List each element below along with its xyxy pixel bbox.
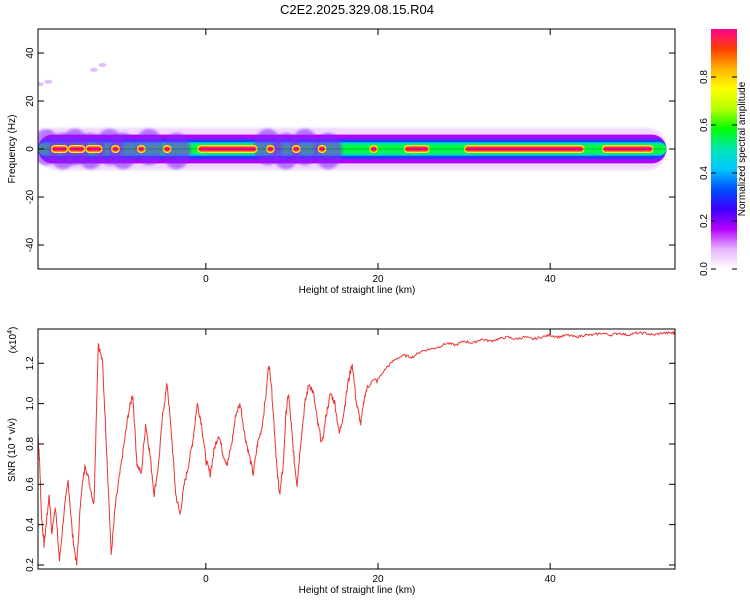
- spectrogram-y-axis-label: Frequency (Hz): [7, 115, 18, 184]
- snr-ytick-label: 0.4: [25, 517, 36, 531]
- chart-title: C2E2.2025.329.08.15.R04: [280, 2, 434, 17]
- snr-ytick-label: 1.0: [25, 396, 36, 410]
- snr-ytick-label: 1.2: [25, 356, 36, 370]
- snr-xtick-label: 20: [372, 574, 384, 585]
- spectrogram-ticks: 0 20 40 40 20 0 -20 -40: [25, 29, 675, 285]
- snr-xtick-label: 0: [203, 574, 209, 585]
- spectrogram-x-axis-label: Height of straight line (km): [299, 285, 416, 296]
- band-blob: [109, 132, 138, 170]
- colorbar-tick-label: 0.8: [699, 70, 710, 84]
- colorbar-fill: [711, 29, 737, 269]
- spectrogram-outlier: [38, 82, 44, 87]
- snr-panel: 0 20 40 0.2 0.4 0.6 0.8 1.0 1.2 Height of straig…: [7, 327, 676, 596]
- spectrogram-outlier: [89, 67, 98, 72]
- colorbar-tick-label: 0.6: [699, 118, 710, 132]
- spectrogram-ytick-label: 0: [25, 146, 36, 152]
- spectrogram-ytick-label: 20: [25, 95, 36, 107]
- snr-frame: [37, 328, 676, 570]
- spectrogram-panel: 0 20 40 40 20 0 -20 -40 Height of straight line…: [7, 28, 676, 296]
- colorbar-ticks: 0.0 0.2 0.4 0.6 0.8: [699, 70, 737, 276]
- snr-y-axis-label: SNR (10 * v/v): [7, 418, 18, 482]
- spectrogram-xtick-label: 0: [203, 274, 209, 285]
- spectrogram-outlier: [98, 63, 107, 67]
- snr-ticks: 0 20 40 0.2 0.4 0.6 0.8 1.0 1.2: [25, 329, 675, 585]
- snr-ytick-label: 0.6: [25, 477, 36, 491]
- colorbar-tick-label: 0.4: [699, 166, 710, 180]
- colorbar: 0.0 0.2 0.4 0.6 0.8 Normalized spectral ampl…: [699, 29, 748, 276]
- spectrogram-ytick-label: -40: [25, 237, 36, 252]
- spectrogram-xtick-label: 40: [545, 274, 557, 285]
- spectrogram-outlier: [44, 79, 53, 84]
- band-blob: [162, 132, 191, 170]
- spectrogram-band: [38, 63, 667, 171]
- spectrogram-xtick-label: 20: [372, 274, 384, 285]
- snr-scale-note: (x104): [7, 327, 19, 354]
- colorbar-tick-label: 0.0: [699, 262, 710, 276]
- snr-line: [38, 330, 675, 566]
- snr-xtick-label: 40: [545, 574, 557, 585]
- snr-ytick-label: 0.2: [25, 558, 36, 572]
- colorbar-tick-label: 0.2: [699, 214, 710, 228]
- snr-x-axis-label: Height of straight line (km): [299, 585, 416, 596]
- colorbar-label: Normalized spectral amplitude: [737, 81, 748, 216]
- band-blob: [314, 132, 343, 170]
- snr-ytick-label: 0.8: [25, 437, 36, 451]
- band-blob: [290, 128, 319, 166]
- band-blob: [135, 128, 164, 166]
- spectrogram-ytick-label: -20: [25, 189, 36, 204]
- spectrogram-ytick-label: 40: [25, 47, 36, 59]
